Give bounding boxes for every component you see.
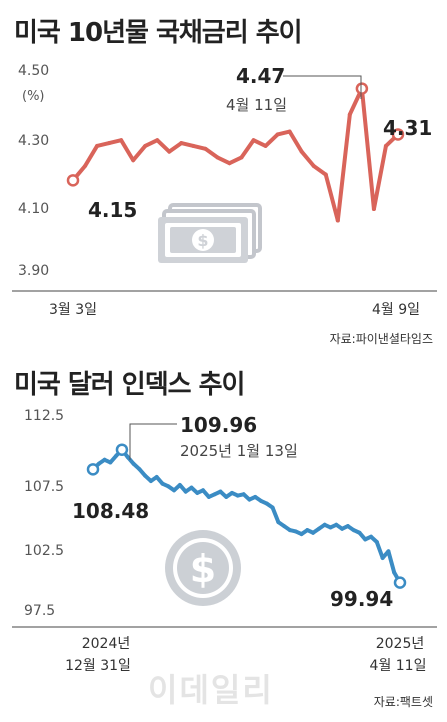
bond-yield-segment (311, 164, 328, 177)
bond-yield-segment (227, 155, 244, 166)
bond-yield-segment (95, 141, 112, 148)
y-tick-4.10: 4.10 (18, 201, 49, 217)
chart2-title: 미국 달러 인덱스 추이 (14, 370, 245, 400)
peak-value-label: 109.96 (180, 413, 257, 437)
dollar-coin-icon: $ (165, 530, 241, 606)
dollar-index-segment (386, 549, 397, 575)
y-tick-112.5: 112.5 (24, 408, 64, 424)
money-icon: $ (158, 203, 262, 263)
y-unit-label: (%) (22, 89, 45, 104)
dollar-index-markers (86, 443, 407, 589)
dollar-index-point-marker (115, 443, 129, 456)
chart1-title: 미국 10년물 국채금리 추이 (14, 18, 303, 48)
bond-yield-segment (83, 143, 100, 168)
bond-yield-point-marker (391, 128, 405, 141)
bond-yield-segment (167, 141, 184, 154)
peak-date-label: 2025년 1월 13일 (180, 442, 298, 460)
bond-yield-segment (191, 143, 208, 151)
chart2-source: 자료:팩트셋 (373, 695, 433, 709)
bond-yield-markers (66, 82, 405, 187)
bond-yield-segment (119, 138, 136, 163)
bond-yield-segment (131, 143, 148, 163)
y-tick-97.5: 97.5 (24, 603, 55, 619)
y-tick-107.5: 107.5 (24, 479, 64, 495)
bond-yield-segment (263, 132, 280, 148)
chart1-source: 자료:파이낸셜타임즈 (329, 332, 433, 346)
x-end-label-line1: 2025년 (376, 636, 425, 652)
y-tick-4.50: 4.50 (18, 63, 49, 79)
x-start-label-line2: 12월 31일 (65, 658, 131, 674)
dollar-index-segment (374, 540, 385, 560)
bond-yield-segment (179, 141, 196, 148)
x-start-label-line1: 2024년 (82, 636, 131, 652)
y-tick-3.90: 3.90 (18, 263, 49, 279)
bond-yield-segment (107, 138, 124, 146)
bond-yield-segment (155, 138, 172, 154)
bond-yield-segment (275, 129, 292, 137)
bond-yield-segment (299, 149, 316, 168)
bond-yield-segment (143, 138, 160, 148)
start-value-label: 108.48 (72, 499, 149, 523)
svg-text:$: $ (197, 231, 208, 250)
start-value-label: 4.15 (88, 198, 137, 222)
bond-yield-segment (287, 129, 304, 154)
bond-yield-segment (371, 143, 388, 211)
x-start-label: 3월 3일 (49, 302, 97, 318)
watermark-logo: 이데일리 (148, 671, 274, 709)
x-end-label: 4월 9일 (372, 302, 420, 318)
peak-date-label: 4월 11일 (226, 96, 287, 114)
y-tick-102.5: 102.5 (24, 543, 64, 559)
bond-yield-chart: 4.50 (%) 4.30 4.10 3.90 $ 4.15 4.47 4월 1… (12, 63, 437, 318)
dollar-index-point-marker (86, 463, 100, 476)
dollar-index-segment (270, 505, 281, 525)
dollar-index-chart: 112.5 107.5 102.5 97.5 $ 108.48 109.96 2… (12, 408, 437, 674)
peak-leader-line (129, 423, 177, 460)
peak-leader-line (283, 75, 362, 99)
bond-yield-segment (323, 172, 340, 223)
bond-yield-point-marker (66, 174, 80, 187)
x-end-label-line2: 4월 11일 (370, 658, 427, 674)
bond-yield-segment (239, 138, 256, 160)
bond-yield-segment (335, 112, 352, 223)
y-tick-4.30: 4.30 (18, 133, 49, 149)
end-value-label: 4.31 (383, 116, 432, 140)
peak-value-label: 4.47 (236, 64, 285, 88)
bond-yield-segment (203, 146, 220, 160)
dollar-index-point-marker (393, 576, 407, 589)
bond-yield-segment (359, 86, 376, 211)
svg-text:$: $ (190, 547, 216, 591)
bond-yield-segment (215, 155, 232, 166)
bond-yield-point-marker (355, 82, 369, 95)
bond-yield-segment (251, 138, 268, 148)
end-value-label: 99.94 (330, 587, 393, 611)
